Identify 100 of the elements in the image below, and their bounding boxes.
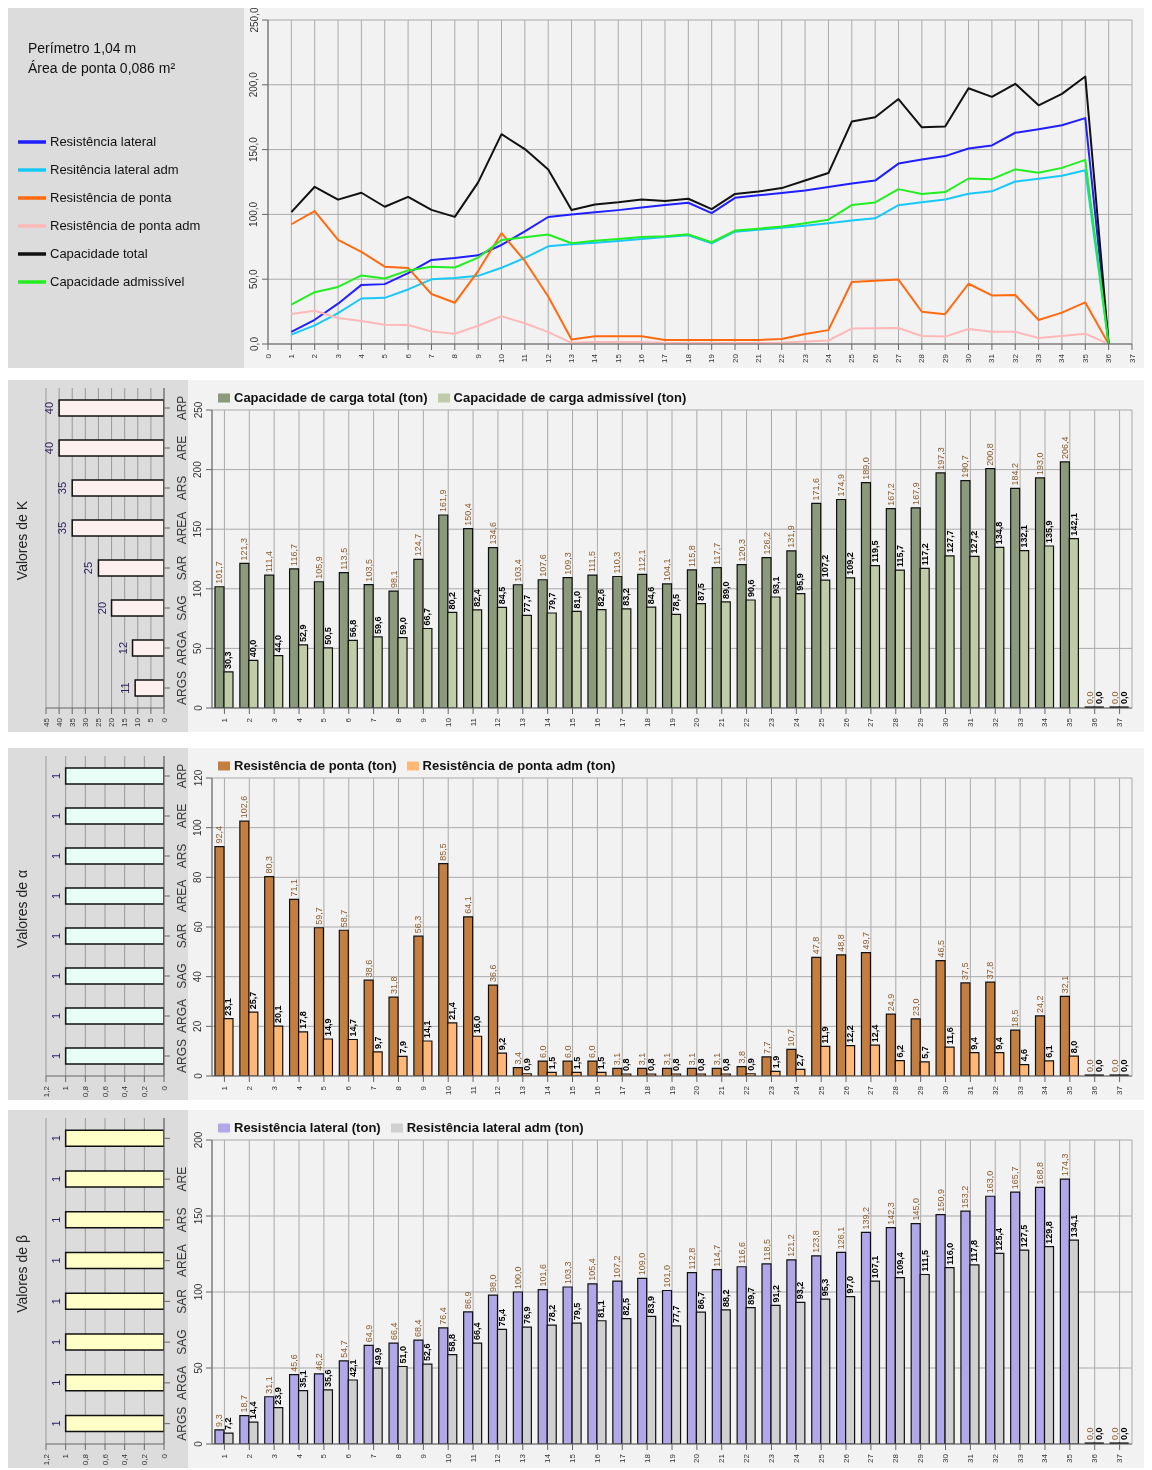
data-label: 46,2 (313, 1353, 324, 1371)
data-label: 200,8 (985, 443, 996, 466)
x-tick-label: 33 (1015, 1453, 1025, 1463)
y-tick-label: 50,0 (248, 269, 260, 289)
y-tick-label: 100 (192, 580, 204, 598)
data-label: 35 (56, 521, 69, 535)
y-tick-label: ARE (175, 803, 189, 829)
x-tick-label: 28 (891, 1085, 901, 1095)
x-tick-label: 24 (791, 717, 801, 727)
data-label: 88,2 (720, 1289, 731, 1307)
data-label: 124,7 (413, 533, 424, 557)
data-label: 1 (49, 1052, 62, 1060)
x-tick-label: 1,2 (41, 1453, 51, 1466)
data-label: 40,0 (248, 639, 259, 658)
data-label: 113,5 (338, 547, 349, 570)
x-tick-label: 26 (841, 1085, 851, 1095)
data-label: 1 (49, 1298, 62, 1305)
data-label: 36,6 (488, 964, 498, 983)
data-label: 10,7 (786, 1028, 797, 1047)
data-label: 58,8 (447, 1334, 458, 1352)
data-label: 105,9 (313, 556, 324, 579)
x-tick-label: 2 (244, 717, 254, 723)
y-tick-label: ARP (175, 763, 189, 789)
data-label: 0,8 (720, 1058, 731, 1072)
data-label: 48,8 (836, 934, 847, 952)
data-label: 134,1 (1068, 1214, 1079, 1238)
data-label: 190,7 (960, 455, 971, 478)
data-label: 9,3 (214, 1414, 225, 1427)
data-label: 115,7 (894, 545, 905, 568)
x-tick-label: 24 (791, 1085, 801, 1095)
data-label: 81,0 (571, 590, 582, 609)
data-label: 117,7 (711, 542, 722, 565)
text: Valores de β (14, 1235, 30, 1313)
data-label: 7,2 (223, 1417, 234, 1431)
data-label: 9,4 (969, 1037, 980, 1050)
data-label: 174,3 (1059, 1153, 1070, 1177)
y-tick-label: SAG (175, 595, 189, 621)
x-tick-label: 31 (965, 1085, 975, 1095)
x-tick-label: 32 (990, 717, 1000, 727)
x-tick-label: 3 (269, 1453, 279, 1459)
x-tick-label: 18 (642, 717, 652, 727)
data-label: 115,8 (686, 545, 697, 567)
x-tick-label: 35 (1065, 717, 1075, 727)
data-label: 1,9 (770, 1055, 781, 1069)
x-tick-label: 17 (617, 717, 627, 727)
data-label: 0,0 (1093, 691, 1104, 704)
y-tick-label: 50 (192, 1362, 204, 1374)
x-tick-label: 1 (61, 1453, 71, 1459)
x-tick-label: 5 (146, 717, 156, 723)
x-tick-label: 29 (940, 353, 950, 363)
data-label: 1 (49, 1379, 62, 1386)
x-tick-label: 30 (964, 353, 974, 363)
x-tick-label: 0,6 (100, 1453, 110, 1466)
legend-label: Resistência de ponta (50, 190, 172, 206)
data-label: 1 (49, 1257, 62, 1264)
x-tick-label: 0,2 (139, 1085, 149, 1098)
data-label: 31,1 (264, 1376, 275, 1394)
data-label: 1 (49, 772, 62, 780)
x-tick-label: 6 (403, 353, 413, 359)
y-tick-label: ARP (175, 395, 189, 421)
data-label: 87,5 (695, 583, 706, 601)
x-tick-label: 14 (543, 717, 553, 727)
x-tick-label: 30 (80, 717, 90, 727)
data-label: 103,3 (562, 1261, 573, 1284)
data-label: 1,5 (546, 1056, 557, 1070)
x-tick-label: 4 (356, 353, 366, 359)
text: Valores de α (14, 870, 30, 948)
data-label: 66,4 (388, 1322, 399, 1341)
data-label: 84,5 (497, 586, 507, 605)
data-label: 20 (95, 601, 108, 615)
data-label: 42,1 (347, 1359, 358, 1378)
data-label: 32,1 (1059, 975, 1070, 994)
data-label: 49,9 (372, 1347, 383, 1366)
data-label: 165,7 (1010, 1166, 1021, 1190)
x-tick-label: 19 (707, 353, 717, 363)
x-tick-label: 29 (916, 717, 926, 727)
data-label: 37,8 (985, 961, 996, 980)
data-label: 142,1 (1068, 513, 1079, 536)
x-tick-label: 0,8 (80, 1085, 90, 1098)
data-label: 44,0 (273, 635, 284, 653)
x-tick-label: 33 (1015, 1085, 1025, 1095)
data-label: 31,8 (388, 976, 399, 995)
data-label: 80,3 (264, 856, 275, 874)
data-label: 6,1 (1044, 1045, 1055, 1058)
y-tick-label: ARGS (175, 1406, 189, 1441)
data-label: 132,1 (1019, 525, 1030, 548)
x-tick-label: 21 (753, 353, 763, 363)
x-tick-label: 34 (1040, 1453, 1050, 1463)
data-label: 0,0 (1118, 1427, 1129, 1440)
data-label: 116,0 (944, 1242, 955, 1265)
data-label: 0,0 (1084, 691, 1095, 704)
data-label: 1 (49, 1216, 62, 1223)
data-label: 83,2 (621, 588, 632, 606)
data-label: 23,0 (910, 998, 921, 1016)
x-tick-label: 29 (916, 1453, 926, 1463)
x-tick-label: 5 (319, 1453, 329, 1459)
data-label: 0,0 (1093, 1059, 1104, 1072)
x-tick-label: 21 (717, 1453, 727, 1463)
data-label: 0,8 (671, 1058, 682, 1072)
x-tick-label: 8 (393, 1085, 403, 1091)
